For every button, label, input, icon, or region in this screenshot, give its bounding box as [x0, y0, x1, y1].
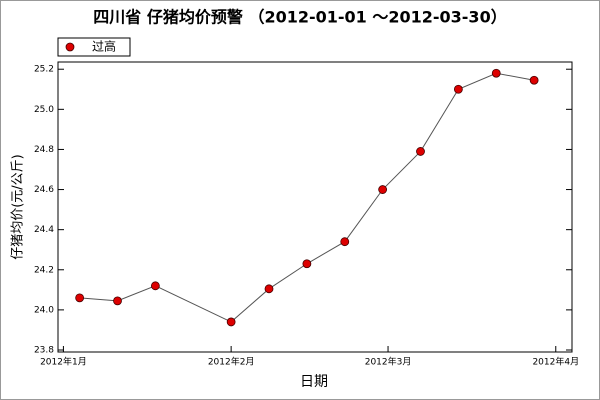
legend — [57, 37, 131, 57]
y-tick-label: 24.8 — [34, 145, 54, 155]
data-point — [340, 237, 350, 247]
data-point — [302, 259, 312, 269]
plot-frame — [57, 61, 573, 353]
data-point — [529, 75, 539, 85]
y-tick-label: 25.2 — [34, 65, 54, 75]
x-tick-label: 2012年4月 — [532, 356, 579, 368]
y-tick-label: 25.0 — [34, 105, 54, 115]
data-point — [75, 293, 85, 303]
chart-title: 四川省 仔猪均价预警 （2012-01-01 ～2012-03-30） — [93, 8, 506, 27]
legend-label: 过高 — [92, 39, 116, 54]
legend-marker — [65, 42, 75, 52]
x-axis-label: 日期 — [300, 374, 328, 390]
data-point — [226, 317, 236, 327]
data-point — [453, 84, 463, 94]
y-tick-label: 24.0 — [34, 305, 54, 315]
data-point — [150, 281, 160, 291]
x-tick-label: 2012年3月 — [365, 356, 412, 368]
x-tick-label: 2012年2月 — [208, 356, 255, 368]
data-point — [491, 68, 501, 78]
data-point — [113, 296, 122, 306]
data-point — [264, 284, 274, 294]
y-tick-label: 24.2 — [34, 265, 54, 275]
data-point — [378, 185, 388, 194]
data-point — [416, 147, 425, 156]
y-axis-label: 仔猪均价(元/公斤) — [11, 154, 26, 260]
x-tick-label: 2012年1月 — [40, 356, 87, 368]
y-tick-label: 23.8 — [34, 345, 54, 355]
y-tick-label: 24.6 — [34, 185, 54, 195]
y-tick-label: 24.4 — [34, 225, 54, 235]
series-line — [79, 72, 535, 323]
